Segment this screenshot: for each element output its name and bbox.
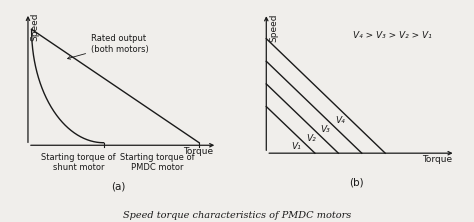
Text: V₃: V₃ <box>320 125 330 134</box>
Text: (a): (a) <box>111 182 125 192</box>
Text: Starting torque of
PMDC motor: Starting torque of PMDC motor <box>120 153 195 172</box>
Text: V₄ > V₃ > V₂ > V₁: V₄ > V₃ > V₂ > V₁ <box>353 31 431 40</box>
Text: Speed torque characteristics of PMDC motors: Speed torque characteristics of PMDC mot… <box>123 211 351 220</box>
Text: V₄: V₄ <box>335 116 345 125</box>
Text: Speed: Speed <box>31 13 40 42</box>
Text: Rated output
(both motors): Rated output (both motors) <box>68 34 149 59</box>
Text: V₁: V₁ <box>292 142 301 151</box>
Text: V₂: V₂ <box>306 133 316 143</box>
Text: Torque: Torque <box>422 155 452 164</box>
Text: Torque: Torque <box>183 147 214 156</box>
Text: Speed: Speed <box>269 13 278 42</box>
Text: (b): (b) <box>349 177 364 187</box>
Text: Starting torque of
shunt motor: Starting torque of shunt motor <box>41 153 116 172</box>
